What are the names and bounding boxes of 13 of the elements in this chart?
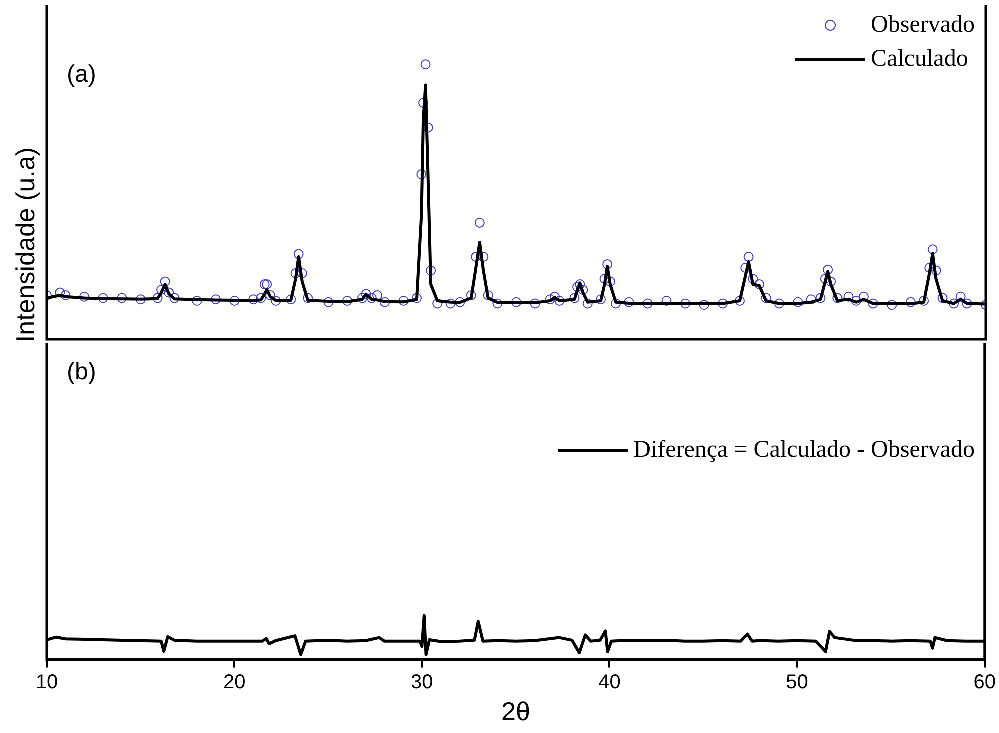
y-axis-title: Intensidade (u.a) bbox=[10, 147, 42, 343]
x-tick-label: 40 bbox=[598, 671, 621, 694]
x-axis-title: 2θ bbox=[501, 696, 530, 727]
annotation: (a) bbox=[67, 61, 96, 88]
x-tick-label: 10 bbox=[36, 671, 58, 694]
x-tick-label: 60 bbox=[974, 671, 996, 694]
legend-label: Observado bbox=[871, 12, 975, 38]
x-tick-label: 20 bbox=[223, 671, 246, 694]
x-tick-label: 50 bbox=[786, 671, 808, 694]
text: (b) bbox=[67, 358, 96, 386]
x-tick-label: 30 bbox=[411, 671, 434, 694]
legend-label: Diferença = Calculado - Observado bbox=[634, 436, 975, 464]
legend-label: Calculado bbox=[871, 46, 968, 72]
